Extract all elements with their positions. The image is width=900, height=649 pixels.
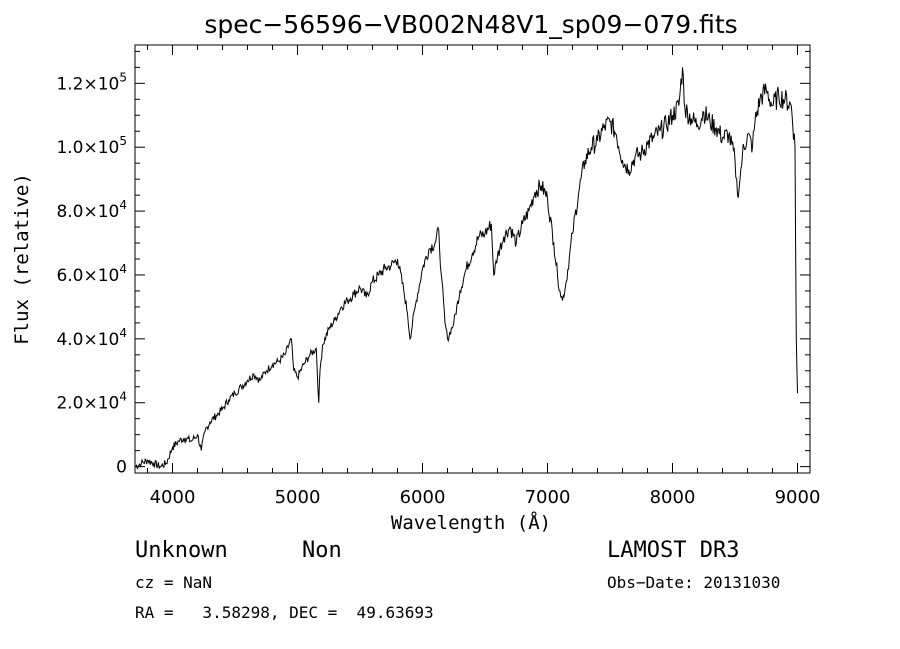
y-tick-label: 4.0×104 [56, 326, 127, 350]
x-tick-label: 5000 [275, 487, 321, 508]
object-subclass: Non [302, 538, 342, 563]
x-tick-label: 8000 [650, 487, 696, 508]
redshift-cz: cz = NaN [135, 573, 213, 592]
x-tick-label: 6000 [400, 487, 446, 508]
x-tick-label: 4000 [150, 487, 196, 508]
y-tick-label: 6.0×104 [56, 262, 127, 286]
y-tick-label: 1.0×105 [56, 134, 127, 158]
y-axis-label: Flux (relative) [11, 173, 33, 345]
object-class: Unknown [135, 538, 228, 563]
y-tick-label: 1.2×105 [56, 70, 127, 94]
coordinates: RA = 3.58298, DEC = 49.63693 [135, 603, 434, 622]
x-tick-label: 7000 [525, 487, 571, 508]
x-axis-label: Wavelength (Å) [391, 511, 551, 534]
x-axis-ticks: 4000 5000 6000 7000 8000 9000 [147, 45, 821, 508]
plot-frame [134, 44, 811, 474]
observation-date: Obs−Date: 20131030 [607, 573, 781, 592]
y-tick-label: 2.0×104 [56, 390, 127, 414]
y-axis-ticks: 0 2.0×104 4.0×104 6.0×104 8.0×104 1.0×105 1.2×… [56, 50, 810, 478]
y-tick-label: 8.0×104 [56, 198, 127, 222]
survey-name: LAMOST DR3 [607, 538, 740, 563]
y-tick-label: 0 [116, 458, 127, 478]
spectrum-line [134, 67, 798, 470]
chart-title: spec−56596−VB002N48V1_sp09−079.fits [204, 10, 737, 39]
x-tick-label: 9000 [775, 487, 821, 508]
